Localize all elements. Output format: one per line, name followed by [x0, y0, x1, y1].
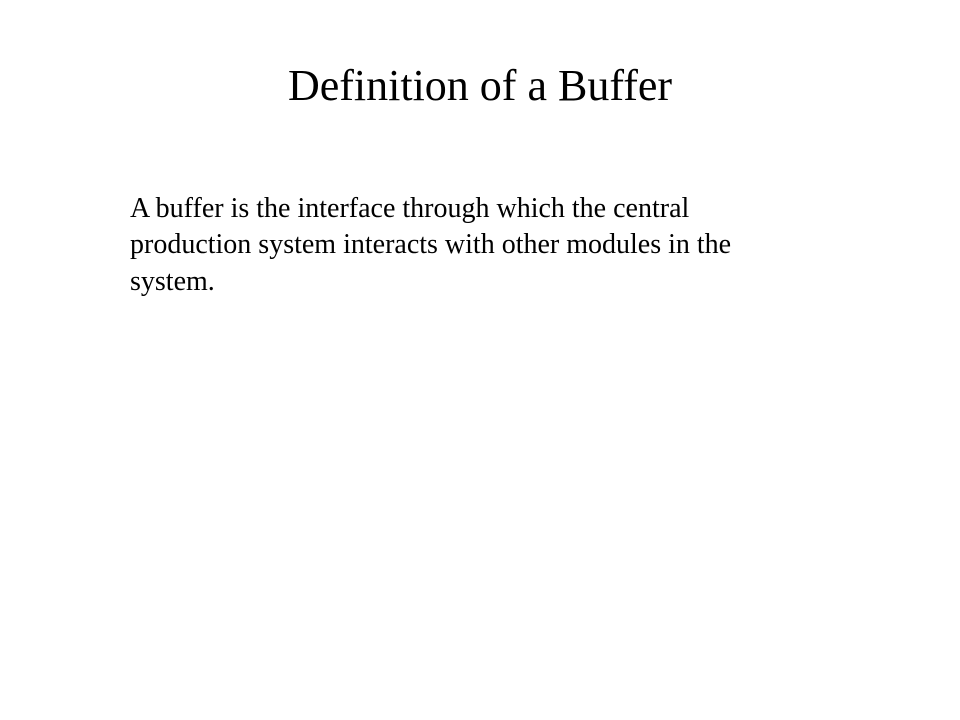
slide-title: Definition of a Buffer	[120, 60, 840, 111]
slide-body-text: A buffer is the interface through which …	[130, 191, 810, 300]
slide-container: Definition of a Buffer A buffer is the i…	[0, 0, 960, 720]
